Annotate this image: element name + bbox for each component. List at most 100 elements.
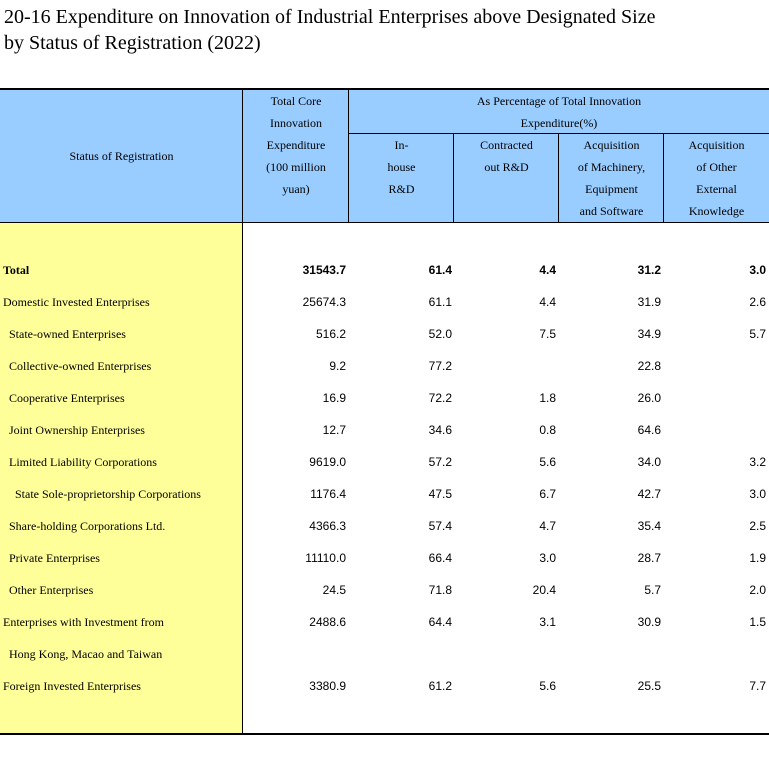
cell-other: 2.6 [749, 295, 766, 309]
cell-inhouse: 52.0 [428, 327, 452, 341]
cell-contracted: 3.1 [539, 615, 556, 629]
cell-inhouse [350, 638, 452, 670]
cell-contracted: 3.0 [539, 551, 556, 565]
header-inhouse: In- house R&D [349, 133, 454, 223]
table-row: Private Enterprises 11110.0 66.4 3.0 28.… [0, 542, 769, 574]
title-line-1: 20-16 Expenditure on Innovation of Indus… [4, 6, 656, 28]
cell-inhouse: 61.1 [428, 295, 452, 309]
cell-inhouse: 77.2 [428, 359, 452, 373]
table-row: State-owned Enterprises 516.2 52.0 7.5 3… [0, 318, 769, 350]
cell-contracted: 7.5 [539, 327, 556, 341]
cell-other: 5.7 [749, 327, 766, 341]
table-row: Enterprises with Investment from 2488.6 … [0, 606, 769, 638]
cell-machinery: 34.9 [637, 327, 661, 341]
row-label: Joint Ownership Enterprises [9, 423, 145, 437]
header-acq-other-label: Acquisition of Other External Knowledge [688, 138, 745, 218]
cell-machinery: 28.7 [637, 551, 661, 565]
table-row: Joint Ownership Enterprises 12.7 34.6 0.… [0, 414, 769, 446]
table-row: Hong Kong, Macao and Taiwan [0, 638, 769, 670]
header-contracted: Contracted out R&D [454, 133, 559, 223]
row-label: State-owned Enterprises [9, 327, 126, 341]
cell-contracted: 4.4 [539, 295, 556, 309]
cell-other: 1.9 [749, 551, 766, 565]
cell-machinery: 5.7 [644, 583, 661, 597]
cell-total: 3380.9 [309, 679, 346, 693]
header-stub: Status of Registration [0, 89, 243, 223]
header-group: As Percentage of Total Innovation Expend… [349, 89, 769, 133]
divider-machinery [663, 133, 664, 223]
row-label: Collective-owned Enterprises [9, 359, 152, 373]
cell-machinery: 34.0 [637, 455, 661, 469]
cell-contracted: 4.4 [539, 263, 556, 277]
cell-other [665, 414, 766, 446]
cell-other: 3.0 [749, 487, 766, 501]
header-inhouse-label: In- house R&D [387, 138, 416, 196]
cell-total: 9.2 [329, 359, 346, 373]
cell-contracted: 4.7 [539, 519, 556, 533]
cell-total: 24.5 [322, 583, 346, 597]
cell-total: 9619.0 [309, 455, 346, 469]
cell-inhouse: 47.5 [428, 487, 452, 501]
divider-total [348, 89, 349, 223]
header-total-core-label: Total Core Innovation Expenditure (100 m… [266, 94, 326, 196]
cell-other: 7.7 [749, 679, 766, 693]
row-label: Other Enterprises [9, 583, 94, 597]
cell-machinery: 25.5 [637, 679, 661, 693]
cell-machinery: 35.4 [637, 519, 661, 533]
cell-inhouse: 71.8 [428, 583, 452, 597]
stub-column-background [0, 223, 242, 733]
row-label: Share-holding Corporations Ltd. [9, 519, 166, 533]
row-label: Hong Kong, Macao and Taiwan [9, 647, 163, 661]
cell-machinery: 31.9 [637, 295, 661, 309]
row-label: Total [3, 263, 30, 277]
cell-other: 3.2 [749, 455, 766, 469]
bottom-rule [0, 733, 769, 735]
cell-total [247, 638, 346, 670]
cell-machinery [560, 638, 661, 670]
cell-inhouse: 34.6 [428, 423, 452, 437]
cell-other [665, 382, 766, 414]
table-row: Share-holding Corporations Ltd. 4366.3 5… [0, 510, 769, 542]
cell-inhouse: 66.4 [428, 551, 452, 565]
cell-inhouse: 61.2 [428, 679, 452, 693]
cell-contracted [455, 638, 556, 670]
cell-total: 4366.3 [309, 519, 346, 533]
row-label: Limited Liability Corporations [9, 455, 157, 469]
cell-machinery: 42.7 [637, 487, 661, 501]
table-row: Domestic Invested Enterprises 25674.3 61… [0, 286, 769, 318]
divider-inhouse [453, 133, 454, 223]
table-row: Collective-owned Enterprises 9.2 77.2 22… [0, 350, 769, 382]
table-row: Cooperative Enterprises 16.9 72.2 1.8 26… [0, 382, 769, 414]
cell-contracted: 6.7 [539, 487, 556, 501]
title-line-2: by Status of Registration (2022) [4, 32, 261, 54]
cell-other [665, 638, 766, 670]
cell-other: 1.5 [749, 615, 766, 629]
cell-other [665, 350, 766, 382]
cell-machinery: 64.6 [637, 423, 661, 437]
cell-total: 11110.0 [305, 551, 346, 565]
cell-contracted: 5.6 [539, 455, 556, 469]
row-label: Domestic Invested Enterprises [3, 295, 150, 309]
cell-inhouse: 64.4 [428, 615, 452, 629]
cell-contracted: 0.8 [539, 423, 556, 437]
row-label: Foreign Invested Enterprises [3, 679, 141, 693]
cell-inhouse: 57.2 [428, 455, 452, 469]
row-label: Enterprises with Investment from [3, 615, 164, 629]
stub-divider [242, 89, 243, 734]
cell-machinery: 30.9 [637, 615, 661, 629]
cell-total: 12.7 [322, 423, 346, 437]
cell-contracted [455, 350, 556, 382]
cell-inhouse: 57.4 [428, 519, 452, 533]
table-row: Other Enterprises 24.5 71.8 20.4 5.7 2.0 [0, 574, 769, 606]
cell-inhouse: 72.2 [428, 391, 452, 405]
header-stub-label: Status of Registration [69, 149, 174, 163]
top-rule [0, 88, 769, 90]
cell-contracted: 1.8 [539, 391, 556, 405]
cell-other: 2.0 [749, 583, 766, 597]
cell-contracted: 5.6 [539, 679, 556, 693]
cell-total: 2488.6 [309, 615, 346, 629]
header-acq-machinery: Acquisition of Machinery, Equipment and … [559, 133, 664, 223]
row-label: State Sole-proprietorship Corporations [15, 487, 201, 501]
table-row-total: Total 31543.7 61.4 4.4 31.2 3.0 [0, 254, 769, 286]
table-row: Foreign Invested Enterprises 3380.9 61.2… [0, 670, 769, 702]
